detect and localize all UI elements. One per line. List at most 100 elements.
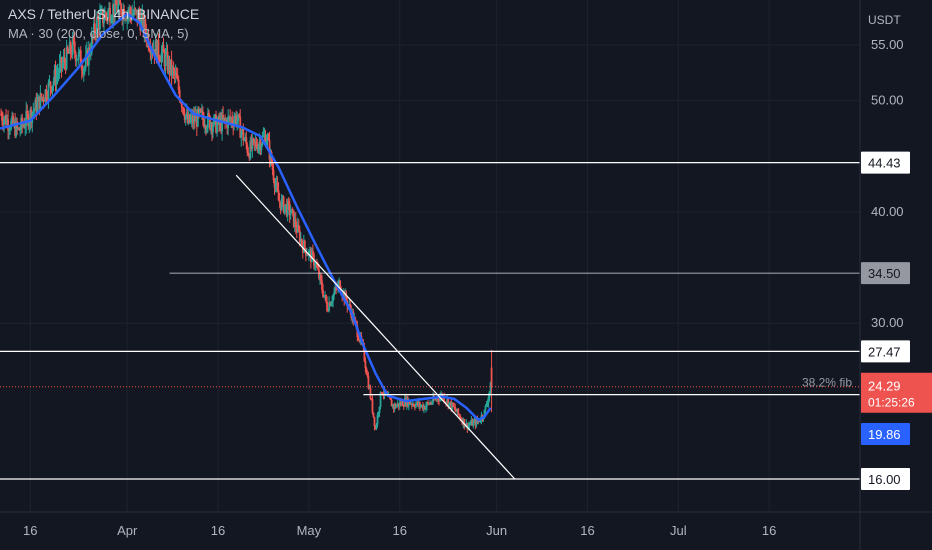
candle-body xyxy=(197,108,200,113)
time-axis[interactable]: 16 Apr 16 May 16 Jun 16 Jul 16 xyxy=(0,511,932,538)
candle-body xyxy=(413,406,416,408)
candle-body xyxy=(64,62,67,69)
candle-body xyxy=(401,401,404,407)
candle-body xyxy=(435,398,437,400)
candle-body xyxy=(469,424,472,426)
candle-body xyxy=(302,240,305,253)
candle-body xyxy=(108,7,110,11)
candle-body xyxy=(128,8,131,14)
candle-body xyxy=(329,302,331,306)
candle-body xyxy=(400,401,403,405)
candle-body xyxy=(370,398,373,400)
candle-body xyxy=(267,137,270,141)
candle-body xyxy=(235,115,238,124)
candle-body xyxy=(49,81,52,88)
candle-body xyxy=(489,382,492,392)
candle-body xyxy=(327,310,329,312)
candle-body xyxy=(41,97,44,99)
candle-body xyxy=(115,0,117,5)
candle-body xyxy=(103,19,105,24)
candle-body xyxy=(322,289,324,297)
candle-body xyxy=(457,408,460,415)
candle-body xyxy=(455,410,458,413)
candle-body xyxy=(5,115,7,125)
price-axis[interactable]: USDT 55.00 50.00 40.00 30.00 xyxy=(859,0,904,550)
candle-body xyxy=(247,152,250,156)
candle-body xyxy=(72,38,75,42)
candle-body xyxy=(55,74,58,85)
level-price-tag: 44.43 xyxy=(868,156,901,171)
candle-body xyxy=(320,275,322,281)
candle-body xyxy=(120,4,123,15)
drawing-levels[interactable]: 38.2% fib xyxy=(0,161,860,480)
candle-body xyxy=(287,201,290,204)
candle-body xyxy=(312,250,314,255)
candle-body xyxy=(478,420,481,422)
candle-body xyxy=(423,406,425,410)
candle-body xyxy=(303,240,306,249)
candle-body xyxy=(250,140,253,149)
candle-body xyxy=(463,418,466,427)
level-price-tag: 27.47 xyxy=(868,344,901,359)
candle-body xyxy=(265,140,268,146)
ma-line[interactable] xyxy=(0,12,492,422)
candle-body xyxy=(471,420,474,426)
candle-body xyxy=(293,218,296,227)
symbol-title[interactable]: AXS / TetherUS, 4h, BINANCE xyxy=(8,6,200,22)
candle-body xyxy=(325,294,327,302)
price-tick-label: 55.00 xyxy=(871,37,904,52)
current-price-value: 24.29 xyxy=(868,379,901,394)
candle-body xyxy=(62,57,65,64)
level-price-tag: 16.00 xyxy=(868,472,901,487)
candle-body xyxy=(447,399,450,407)
candle-body xyxy=(330,303,332,306)
candle-body xyxy=(148,47,151,50)
candle-body xyxy=(349,303,352,311)
candle-body xyxy=(257,145,260,151)
candle-body xyxy=(389,398,392,400)
candle-body xyxy=(393,404,396,409)
candle-body xyxy=(342,291,345,297)
candle-body xyxy=(253,139,256,143)
candle-body xyxy=(39,93,42,110)
candle-body xyxy=(377,412,380,415)
candle-body xyxy=(430,402,432,404)
candle-body xyxy=(260,144,263,151)
candle-body xyxy=(290,209,293,214)
candle-body xyxy=(316,263,318,268)
candle-body xyxy=(278,200,281,203)
candle-body xyxy=(123,9,126,20)
candle-body xyxy=(198,109,201,113)
candle-body xyxy=(212,125,214,133)
candle-body xyxy=(85,50,88,56)
candle-body xyxy=(96,17,98,35)
candle-body xyxy=(468,424,471,426)
level-price-tag-bg xyxy=(861,340,910,363)
candle-body xyxy=(38,96,41,110)
candle-body xyxy=(90,34,93,53)
candle-body xyxy=(446,399,449,403)
candle-body xyxy=(275,182,278,186)
candle-body xyxy=(73,41,76,53)
candle-body xyxy=(74,52,77,62)
candle-body xyxy=(225,120,228,122)
candle-body xyxy=(113,3,115,15)
indicator-label[interactable]: MA · 30 (200, close, 0, SMA, 5) xyxy=(8,26,189,41)
candle-body xyxy=(417,402,420,406)
candle-body xyxy=(331,301,333,304)
candle-body xyxy=(67,52,70,54)
candle-body xyxy=(117,4,119,12)
candle-body xyxy=(216,123,218,133)
candle-body xyxy=(174,73,177,76)
candle-body xyxy=(12,115,15,126)
candle-body xyxy=(390,399,393,407)
candle-body xyxy=(369,387,372,399)
trend-line[interactable] xyxy=(235,174,516,480)
level-price-tag: 34.50 xyxy=(868,266,901,281)
candle-body xyxy=(196,108,199,127)
level-price-tag-bg xyxy=(861,468,910,490)
candle-body xyxy=(29,109,32,122)
level-price-tag-bg xyxy=(861,262,910,285)
candle-body xyxy=(26,110,29,114)
